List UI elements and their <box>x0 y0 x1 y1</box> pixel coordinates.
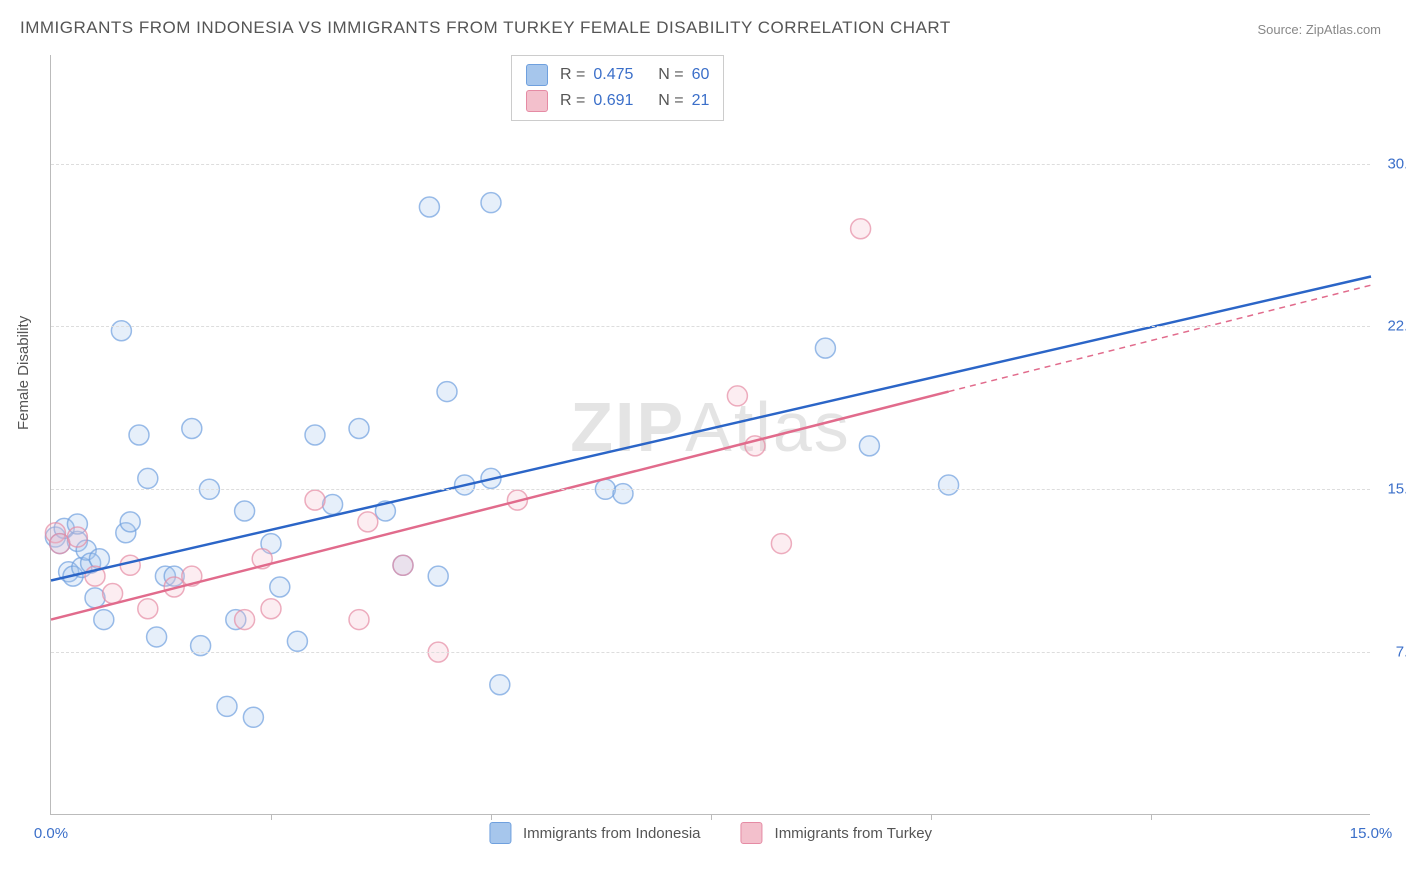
gridline-h <box>51 652 1370 653</box>
scatter-point <box>613 484 633 504</box>
y-axis-label: Female Disability <box>15 316 32 430</box>
scatter-point <box>939 475 959 495</box>
scatter-point <box>85 588 105 608</box>
scatter-point <box>120 512 140 532</box>
y-tick-label: 22.5% <box>1375 318 1406 335</box>
scatter-point <box>138 468 158 488</box>
scatter-point <box>815 338 835 358</box>
regression-line <box>51 276 1371 580</box>
scatter-point <box>771 534 791 554</box>
x-minor-tick <box>271 814 272 820</box>
n-value-turkey: 21 <box>692 88 710 114</box>
scatter-point <box>235 501 255 521</box>
scatter-point <box>120 555 140 575</box>
scatter-point <box>727 386 747 406</box>
plot-area: ZIPAtlas R = 0.475 N = 60 R = 0.691 N = … <box>50 55 1370 815</box>
legend-item-indonesia: Immigrants from Indonesia <box>489 822 701 844</box>
r-value-indonesia: 0.475 <box>593 62 633 88</box>
scatter-point <box>393 555 413 575</box>
r-value-turkey: 0.691 <box>593 88 633 114</box>
bottom-legend: Immigrants from Indonesia Immigrants fro… <box>489 822 932 844</box>
scatter-point <box>851 219 871 239</box>
gridline-h <box>51 326 1370 327</box>
legend-stats-row-indonesia: R = 0.475 N = 60 <box>526 62 709 88</box>
swatch-turkey <box>526 90 548 112</box>
n-label: N = <box>658 88 683 114</box>
r-label: R = <box>560 62 585 88</box>
scatter-point <box>859 436 879 456</box>
y-tick-label: 30.0% <box>1375 155 1406 172</box>
gridline-h <box>51 164 1370 165</box>
legend-stats-row-turkey: R = 0.691 N = 21 <box>526 88 709 114</box>
y-tick-label: 15.0% <box>1375 481 1406 498</box>
x-minor-tick <box>1151 814 1152 820</box>
scatter-point <box>305 425 325 445</box>
scatter-point <box>358 512 378 532</box>
swatch-turkey-bottom <box>741 822 763 844</box>
x-tick-label: 0.0% <box>34 825 68 842</box>
scatter-point <box>323 494 343 514</box>
r-label: R = <box>560 88 585 114</box>
scatter-point <box>217 696 237 716</box>
gridline-h <box>51 489 1370 490</box>
scatter-point <box>129 425 149 445</box>
legend-stats-box: R = 0.475 N = 60 R = 0.691 N = 21 <box>511 55 724 121</box>
scatter-point <box>287 631 307 651</box>
n-value-indonesia: 60 <box>692 62 710 88</box>
scatter-point <box>305 490 325 510</box>
scatter-point <box>270 577 290 597</box>
x-minor-tick <box>931 814 932 820</box>
swatch-indonesia <box>526 64 548 86</box>
scatter-point <box>490 675 510 695</box>
scatter-point <box>235 610 255 630</box>
chart-svg <box>51 55 1370 814</box>
y-tick-label: 7.5% <box>1375 644 1406 661</box>
swatch-indonesia-bottom <box>489 822 511 844</box>
scatter-point <box>349 418 369 438</box>
x-tick-label: 15.0% <box>1350 825 1393 842</box>
scatter-point <box>138 599 158 619</box>
scatter-point <box>147 627 167 647</box>
legend-label-turkey: Immigrants from Turkey <box>775 825 933 842</box>
scatter-point <box>182 418 202 438</box>
scatter-point <box>243 707 263 727</box>
regression-extrapolation <box>949 285 1371 391</box>
source-label: Source: ZipAtlas.com <box>1257 22 1381 37</box>
scatter-point <box>419 197 439 217</box>
x-minor-tick <box>491 814 492 820</box>
scatter-point <box>261 599 281 619</box>
legend-label-indonesia: Immigrants from Indonesia <box>523 825 701 842</box>
x-minor-tick <box>711 814 712 820</box>
scatter-point <box>428 566 448 586</box>
scatter-point <box>437 382 457 402</box>
scatter-point <box>111 321 131 341</box>
scatter-point <box>94 610 114 630</box>
scatter-point <box>103 584 123 604</box>
scatter-point <box>349 610 369 630</box>
scatter-point <box>67 527 87 547</box>
scatter-point <box>481 193 501 213</box>
chart-title: IMMIGRANTS FROM INDONESIA VS IMMIGRANTS … <box>20 18 951 38</box>
n-label: N = <box>658 62 683 88</box>
legend-item-turkey: Immigrants from Turkey <box>741 822 933 844</box>
